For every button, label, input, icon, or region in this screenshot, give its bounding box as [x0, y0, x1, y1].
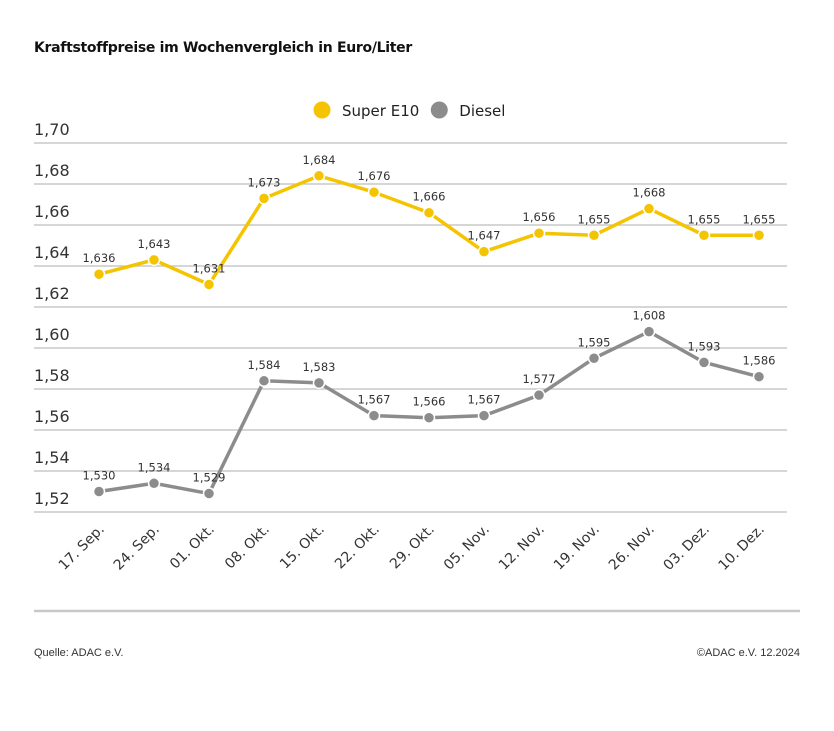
data-label: 1,584	[248, 358, 281, 372]
data-label: 1,655	[688, 212, 721, 226]
data-label: 1,567	[358, 393, 391, 407]
data-point	[752, 370, 766, 383]
y-tick-label: 1,52	[34, 489, 70, 508]
x-tick-label: 10. Dez.	[716, 522, 768, 574]
data-point	[312, 376, 326, 390]
data-point	[92, 485, 106, 498]
x-tick-label: 26. Nov.	[606, 522, 658, 574]
data-label: 1,631	[193, 261, 226, 275]
data-label: 1,684	[303, 153, 336, 167]
x-tick-label: 24. Sep.	[111, 522, 163, 574]
data-label: 1,586	[743, 354, 776, 368]
y-tick-label: 1,60	[34, 325, 70, 344]
data-label: 1,530	[83, 469, 116, 483]
data-point	[312, 169, 326, 183]
data-label: 1,656	[523, 210, 556, 224]
data-label: 1,668	[633, 186, 666, 200]
y-tick-label: 1,66	[34, 202, 70, 221]
y-tick-label: 1,68	[34, 161, 70, 180]
data-label: 1,655	[743, 212, 776, 226]
x-tick-label: 29. Okt.	[387, 522, 438, 573]
data-point	[587, 352, 601, 365]
data-label: 1,593	[688, 339, 721, 353]
legend-marker	[313, 101, 331, 119]
data-point	[147, 253, 161, 267]
data-label: 1,567	[468, 393, 501, 407]
data-point	[532, 388, 546, 402]
data-point	[147, 477, 161, 490]
data-point	[202, 278, 216, 291]
data-label: 1,608	[633, 309, 666, 323]
y-tick-label: 1,58	[34, 366, 70, 385]
data-label: 1,676	[358, 169, 391, 183]
data-point	[477, 245, 491, 258]
x-tick-label: 17. Sep.	[56, 522, 108, 574]
copyright-note: ©ADAC e.V. 12.2024	[696, 647, 800, 659]
data-point	[642, 202, 656, 215]
x-tick-label: 08. Okt.	[222, 522, 273, 573]
data-point	[697, 229, 711, 242]
data-label: 1,529	[193, 471, 226, 485]
data-point	[367, 185, 381, 199]
x-tick-label: 05. Nov.	[441, 522, 493, 574]
data-point	[752, 229, 766, 242]
data-label: 1,666	[413, 190, 446, 204]
x-tick-label: 01. Okt.	[167, 522, 218, 573]
legend-label: Diesel	[459, 102, 505, 120]
legend-marker	[430, 101, 448, 119]
data-point	[477, 409, 491, 422]
data-point	[587, 229, 601, 242]
data-point	[257, 374, 271, 388]
x-tick-label: 12. Nov.	[496, 522, 548, 574]
legend-label: Super E10	[342, 102, 419, 120]
y-tick-label: 1,54	[34, 448, 70, 467]
y-tick-label: 1,56	[34, 407, 70, 426]
chart-title: Kraftstoffpreise im Wochenvergleich in E…	[34, 40, 412, 56]
data-label: 1,583	[303, 360, 336, 374]
x-tick-label: 22. Okt.	[332, 522, 383, 573]
data-label: 1,673	[248, 175, 281, 189]
data-point	[422, 411, 436, 424]
data-label: 1,566	[413, 395, 446, 409]
data-label: 1,643	[138, 237, 171, 251]
data-point	[367, 409, 381, 422]
data-point	[422, 206, 436, 219]
data-label: 1,577	[523, 372, 556, 386]
data-label: 1,655	[578, 212, 611, 226]
data-label: 1,595	[578, 335, 611, 349]
y-tick-label: 1,70	[34, 120, 70, 139]
x-tick-label: 19. Nov.	[551, 522, 603, 574]
y-tick-label: 1,62	[34, 284, 70, 303]
source-note: Quelle: ADAC e.V.	[34, 647, 124, 659]
x-tick-label: 03. Dez.	[661, 522, 713, 574]
data-point	[697, 356, 711, 369]
data-point	[202, 487, 216, 500]
data-point	[532, 226, 546, 240]
data-label: 1,534	[138, 460, 171, 474]
y-tick-label: 1,64	[34, 243, 70, 262]
data-point	[257, 192, 271, 205]
x-tick-label: 15. Okt.	[277, 522, 328, 573]
data-point	[642, 325, 656, 338]
data-label: 1,636	[83, 251, 116, 265]
data-label: 1,647	[468, 229, 501, 243]
data-point	[92, 267, 106, 281]
